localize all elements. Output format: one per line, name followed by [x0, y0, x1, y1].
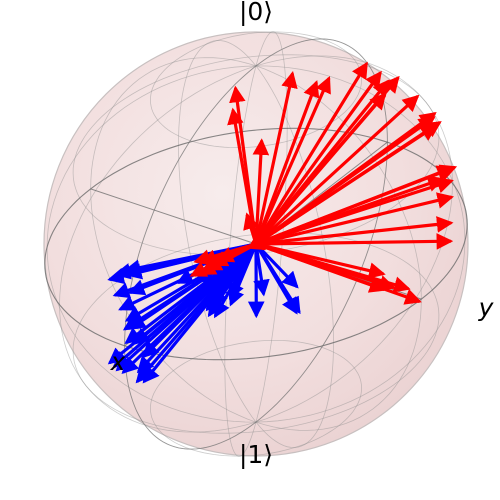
state-vector-arrow [254, 75, 331, 246]
state-vector-arrow [254, 124, 438, 246]
state-vector-arrow [254, 216, 454, 246]
ket0-label: |0⟩ [239, 0, 273, 26]
state-vector-arrow [252, 138, 270, 246]
ket1-label: |1⟩ [239, 440, 273, 469]
y-axis-label: y [478, 293, 495, 322]
state-vector-arrow [254, 242, 298, 315]
state-vector-arrow [254, 80, 320, 246]
state-vector-arrow [253, 242, 270, 297]
state-vector-arrow [254, 92, 387, 246]
state-vector-arrow [214, 242, 258, 319]
state-vector-arrow [189, 242, 258, 277]
x-axis-label: x [110, 347, 126, 376]
state-vector-arrow [254, 242, 299, 289]
state-vector-arrow [193, 242, 258, 266]
state-vector-arrow [254, 70, 382, 246]
state-vector-arrow [254, 233, 454, 250]
state-vector-arrow [229, 85, 258, 246]
state-vector-arrow [254, 164, 458, 246]
state-vectors [107, 61, 458, 384]
state-vector-arrow [254, 242, 387, 293]
state-vector-arrow [254, 71, 298, 246]
state-vector-arrow [254, 61, 368, 246]
state-vector-arrow [135, 242, 258, 384]
state-vector-arrow [254, 94, 420, 246]
state-vector-arrow [254, 242, 386, 279]
state-vector-arrow [254, 192, 455, 246]
state-vector-arrow [133, 242, 258, 345]
